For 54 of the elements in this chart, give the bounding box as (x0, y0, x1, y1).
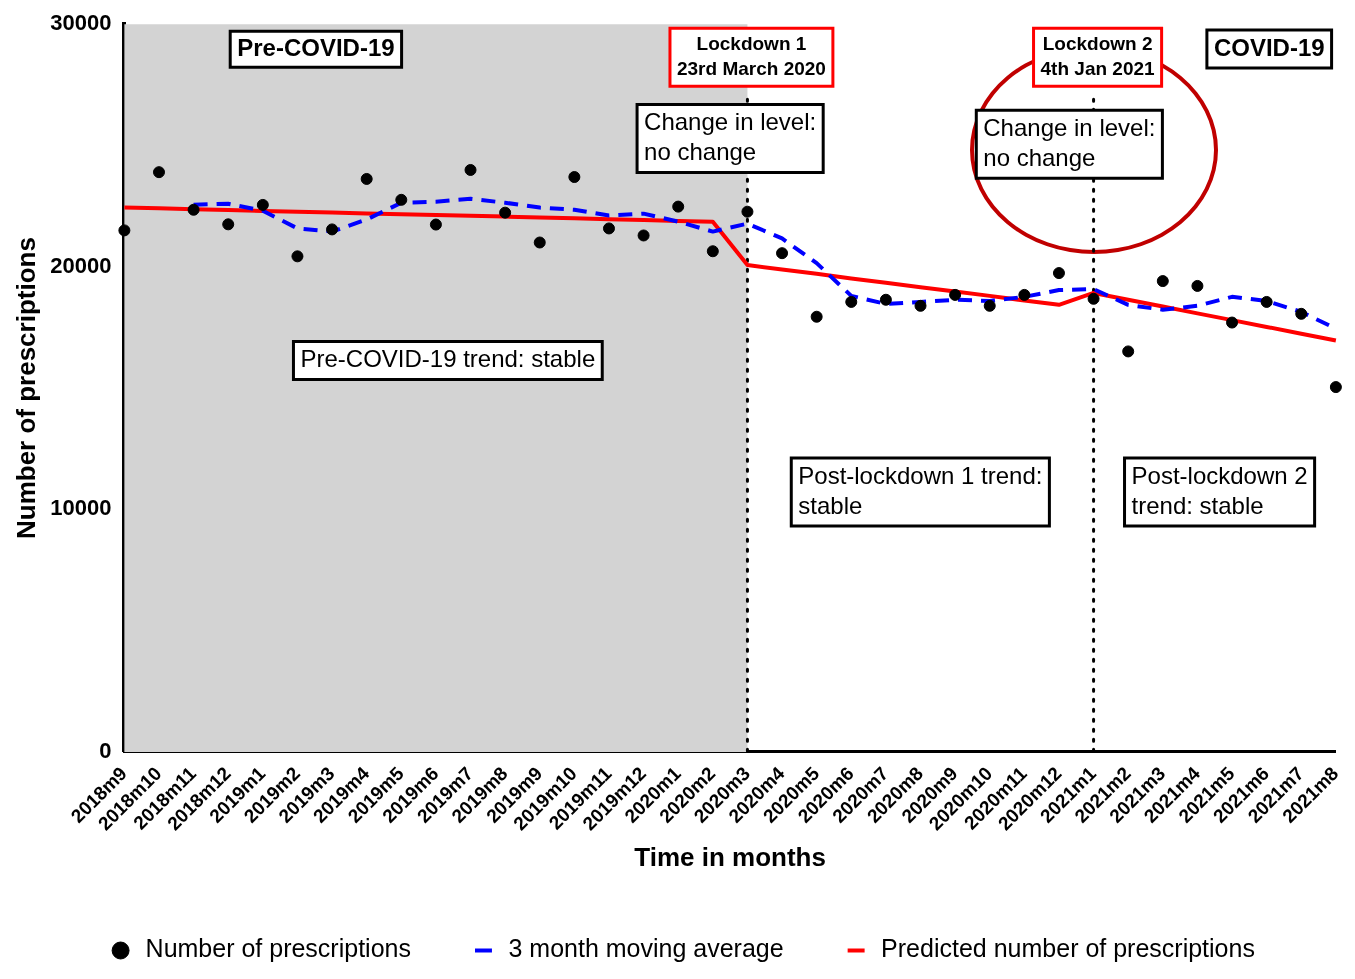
point (1087, 292, 1100, 305)
point (776, 247, 789, 260)
point (256, 198, 269, 211)
annotation: Change in level: no change (983, 113, 1156, 171)
y-axis-title: Number of prescriptions (10, 237, 41, 540)
point (637, 229, 650, 242)
annotation: Post-lockdown 1 trend: stable (798, 461, 1043, 519)
point (395, 193, 408, 206)
point (741, 205, 754, 218)
point (1260, 295, 1273, 308)
point (1122, 345, 1135, 358)
annotation: COVID-19 (1213, 33, 1325, 61)
point (1156, 275, 1169, 288)
y-tick-label: 30000 (50, 10, 112, 36)
point (499, 206, 512, 219)
point (326, 223, 339, 236)
legend-label: Predicted number of prescriptions (881, 934, 1255, 963)
point (879, 293, 892, 306)
annotation: Change in level: no change (644, 108, 817, 166)
annotation: Post-lockdown 2 trend: stable (1131, 461, 1308, 519)
point (1052, 267, 1065, 280)
point (464, 163, 477, 176)
point (810, 310, 823, 323)
point (949, 288, 962, 301)
point (1191, 279, 1204, 292)
ref-line-label: Lockdown 1 23rd March 2020 (676, 32, 826, 79)
point (360, 172, 373, 185)
point (568, 171, 581, 184)
point (118, 224, 131, 237)
y-tick-label: 0 (99, 737, 112, 763)
legend-label: Number of prescriptions (145, 934, 411, 963)
point (845, 295, 858, 308)
band-label: Pre-COVID-19 (237, 33, 395, 61)
point (187, 203, 200, 216)
point (914, 299, 927, 312)
point (672, 200, 685, 213)
ref-line-label: Lockdown 2 4th Jan 2021 (1040, 32, 1156, 79)
point (1295, 307, 1308, 320)
point (602, 222, 615, 235)
point (1018, 288, 1031, 301)
y-tick-label: 20000 (50, 252, 112, 278)
point (533, 236, 546, 249)
point (983, 299, 996, 312)
annotation: Pre-COVID-19 trend: stable (300, 345, 596, 373)
point (291, 250, 304, 263)
point (1226, 316, 1239, 329)
y-tick-label: 10000 (50, 495, 112, 521)
legend-label: 3 month moving average (508, 934, 784, 963)
x-axis-title: Time in months (634, 841, 826, 872)
point (429, 218, 442, 231)
point (1329, 381, 1342, 394)
point (706, 245, 719, 258)
point (222, 218, 235, 231)
point (152, 166, 165, 179)
